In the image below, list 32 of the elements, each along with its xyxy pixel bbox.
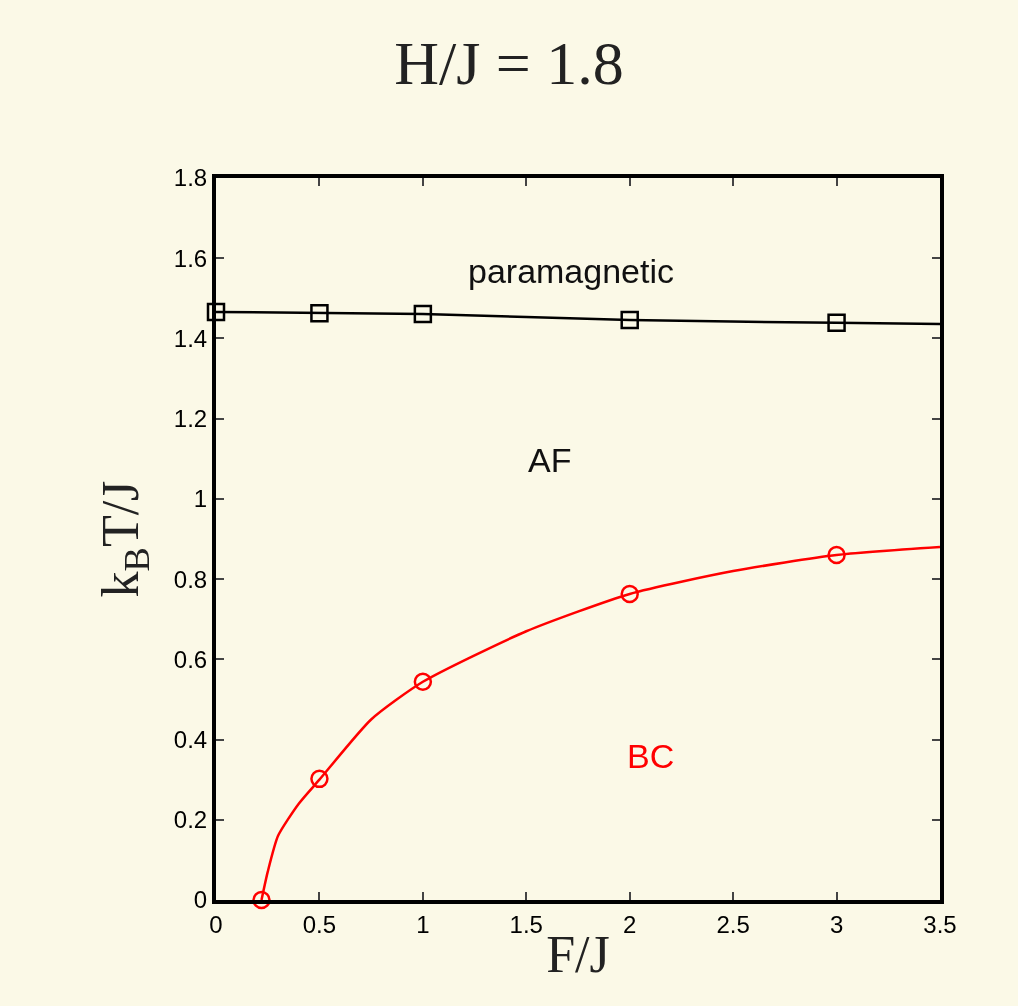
y-tick-label: 1.2 [173,405,208,433]
x-axis-title: F/J [546,926,610,984]
y-tick-label: 0.2 [173,806,208,834]
x-tick-label: 1.5 [509,910,543,938]
point [310,303,329,323]
x-tick-label: 2 [623,910,637,938]
annotation: paramagnetic [468,252,675,290]
x-tick-label: 1 [416,910,430,938]
y-tick-label: 0.6 [173,645,208,673]
x-tick-label: 2.5 [716,910,750,938]
point [413,304,433,324]
chart-title: H/J = 1.8 [394,28,624,97]
y-tick-label: 0.8 [173,565,208,593]
x-tick-label: 3.5 [923,910,957,938]
x-tick-label: 0.5 [302,910,337,938]
point [206,302,226,322]
y-tick-label: 1.8 [173,164,208,192]
x-tick-label: 3 [829,910,844,938]
point [413,672,433,692]
y-tick-label: 0.4 [173,725,208,753]
point [620,310,639,330]
point [827,313,846,333]
point [620,584,639,604]
point [827,545,846,565]
y-tick-label: 0 [193,886,208,914]
annotation: AF [528,441,572,479]
y-tick-label: 1.6 [173,244,208,272]
annotation: BC [627,737,675,775]
point [252,890,271,910]
y-tick-label: 1 [193,485,208,513]
point [310,769,329,789]
y-tick-label: 1.4 [173,324,208,352]
